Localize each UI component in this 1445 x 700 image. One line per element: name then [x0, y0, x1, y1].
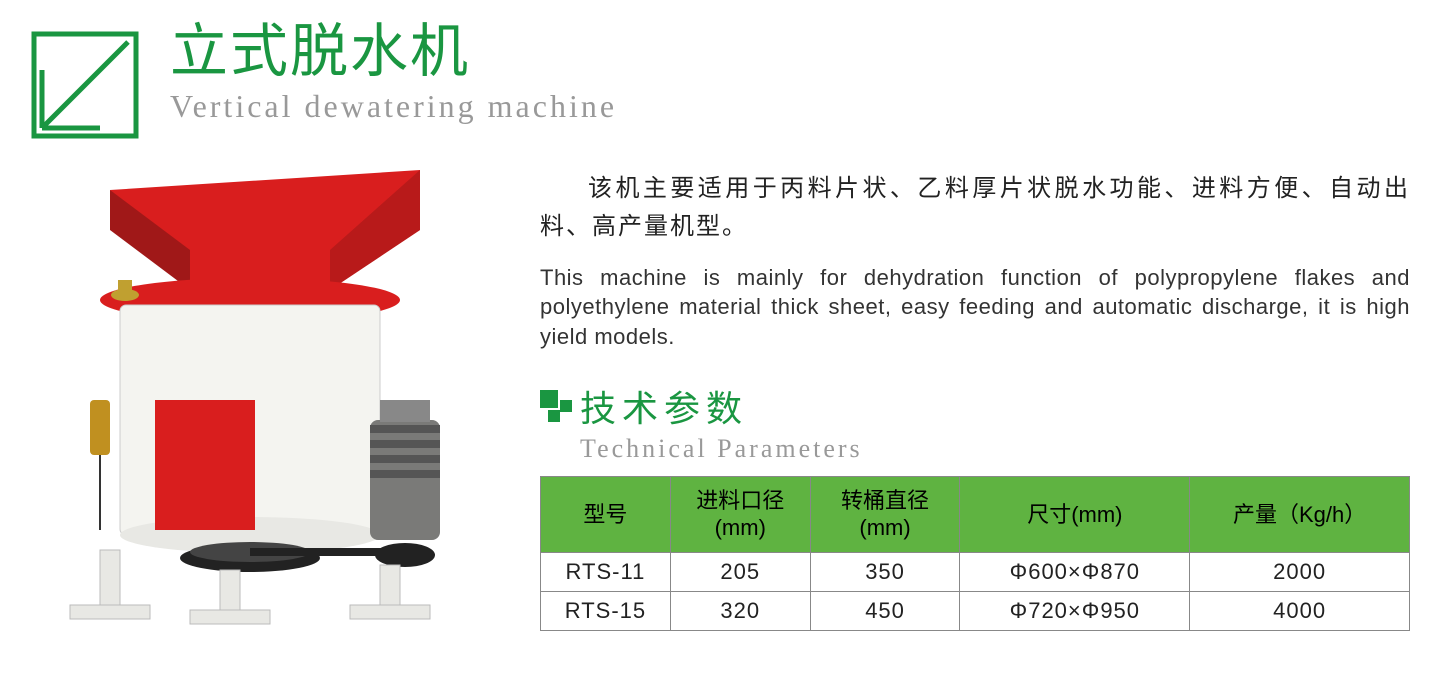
table-cell: 320 [670, 591, 810, 630]
page-header: 立式脱水机 Vertical dewatering machine [30, 20, 1415, 140]
table-header: 产量（Kg/h） [1190, 476, 1410, 552]
parameters-header: 技术参数 [540, 380, 1410, 432]
table-row: RTS-11 205 350 Φ600×Φ870 2000 [541, 552, 1410, 591]
table-cell: 450 [810, 591, 960, 630]
content-area: 该机主要适用于丙料片状、乙料厚片状脱水功能、进料方便、自动出料、高产量机型。 T… [30, 150, 1415, 631]
description-panel: 该机主要适用于丙料片状、乙料厚片状脱水功能、进料方便、自动出料、高产量机型。 T… [490, 150, 1440, 631]
brand-logo-icon [30, 30, 140, 140]
table-cell: Φ600×Φ870 [960, 552, 1190, 591]
table-cell: 2000 [1190, 552, 1410, 591]
table-cell: 4000 [1190, 591, 1410, 630]
table-cell: 350 [810, 552, 960, 591]
parameters-icon [540, 390, 572, 422]
table-header: 型号 [541, 476, 671, 552]
description-chinese: 该机主要适用于丙料片状、乙料厚片状脱水功能、进料方便、自动出料、高产量机型。 [540, 170, 1410, 247]
description-english: This machine is mainly for dehydration f… [540, 263, 1410, 352]
title-chinese: 立式脱水机 [170, 20, 617, 84]
table-header: 进料口径(mm) [670, 476, 810, 552]
parameters-title-english: Technical Parameters [580, 434, 1410, 464]
table-cell: RTS-15 [541, 591, 671, 630]
parameters-table: 型号 进料口径(mm) 转桶直径(mm) 尺寸(mm) 产量（Kg/h） RTS… [540, 476, 1410, 631]
table-cell: RTS-11 [541, 552, 671, 591]
table-header: 尺寸(mm) [960, 476, 1190, 552]
machine-illustration [40, 150, 490, 630]
table-cell: Φ720×Φ950 [960, 591, 1190, 630]
title-block: 立式脱水机 Vertical dewatering machine [170, 20, 617, 125]
table-row: RTS-15 320 450 Φ720×Φ950 4000 [541, 591, 1410, 630]
title-english: Vertical dewatering machine [170, 88, 617, 125]
table-cell: 205 [670, 552, 810, 591]
table-header-row: 型号 进料口径(mm) 转桶直径(mm) 尺寸(mm) 产量（Kg/h） [541, 476, 1410, 552]
parameters-title-chinese: 技术参数 [580, 380, 748, 432]
table-header: 转桶直径(mm) [810, 476, 960, 552]
